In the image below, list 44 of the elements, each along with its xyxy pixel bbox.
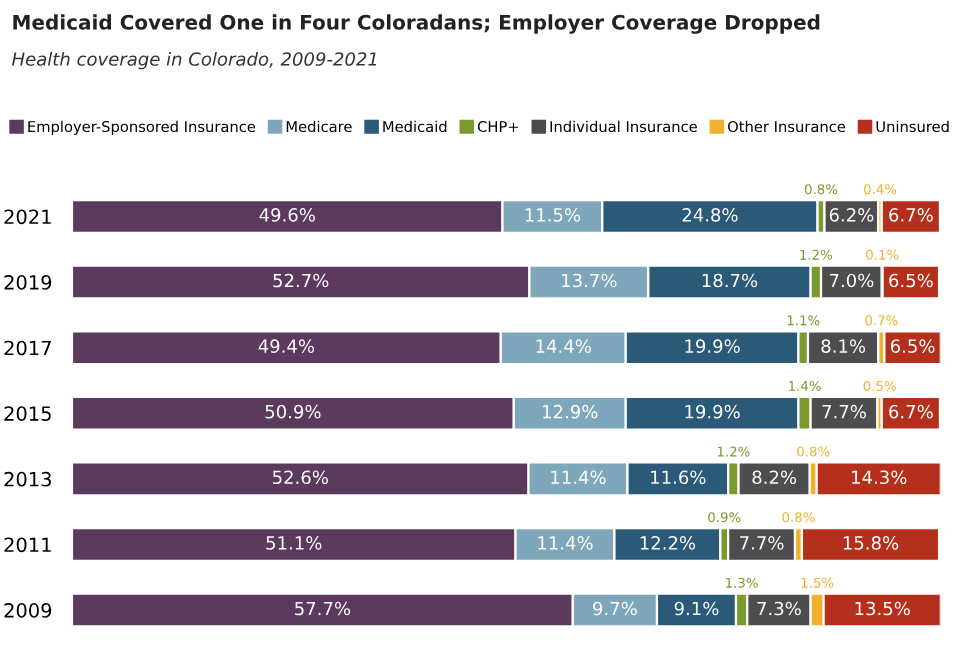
data-label: 6.2% [829,208,874,222]
data-label: 7.7% [740,536,784,550]
data-label: 51.1% [266,536,322,550]
data-label: 9.7% [593,601,637,616]
data-label: 11.5% [525,208,581,222]
data-label: 15.8% [843,536,899,550]
data-label: 49.6% [259,208,315,222]
data-label: 7.7% [822,404,866,419]
data-label: 8.2% [752,470,797,485]
data-label: 19.9% [685,339,740,353]
data-label: 8.1% [821,339,866,353]
data-label: 57.7% [295,601,351,616]
data-label: 12.9% [543,404,598,419]
y-tick-label: 2017 [4,340,51,356]
data-label: 7.3% [757,601,801,616]
data-label: 24.8% [682,208,738,222]
data-label: 18.7% [702,273,758,288]
data-label: 49.4% [258,339,315,353]
data-label: 7.0% [829,273,874,288]
data-label: 14.4% [536,339,591,353]
data-label: 6.5% [889,273,933,288]
y-tick-label: 2019 [4,275,52,290]
chart-title: Medicaid Covered One in Four Coloradans; Employer Coverage Dropped [13,14,820,34]
data-label: 11.4% [551,470,606,485]
y-tick-label: 2021 [4,209,51,225]
data-label: 6.7% [889,208,933,222]
data-label: 50.9% [265,404,321,419]
data-label: 6.5% [890,339,935,353]
y-tick-label: 2013 [4,471,51,487]
data-label: 19.9% [685,404,740,419]
data-label: 11.4% [538,536,593,550]
chart-subtitle: Health coverage in Colorado, 2009-2021 [12,51,377,70]
y-tick-label: 2015 [4,406,51,421]
y-tick-label: 2009 [4,603,52,618]
data-label: 52.7% [273,273,329,288]
data-label: 14.3% [852,470,907,485]
y-tick-label: 2011 [4,537,51,553]
data-label: 52.6% [272,470,328,485]
data-label: 9.1% [674,601,719,616]
data-label: 6.7% [889,404,933,419]
data-label: 13.7% [562,273,617,288]
data-label: 12.2% [640,536,696,550]
data-label: 11.6% [651,470,706,485]
data-label: 13.5% [855,601,910,616]
